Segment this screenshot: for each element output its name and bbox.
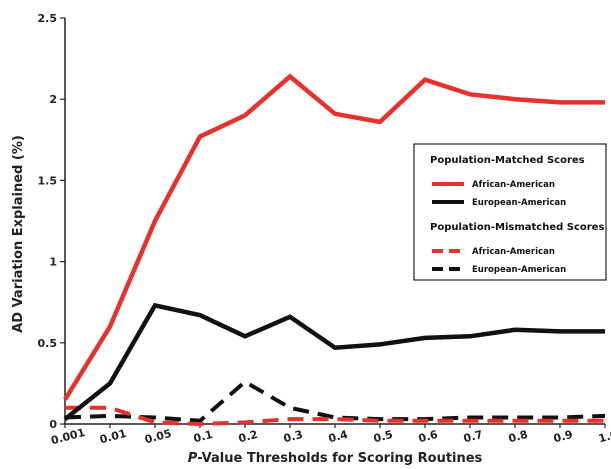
x-tick-label: 0.5: [372, 428, 394, 446]
x-tick-label: 0.05: [143, 427, 173, 447]
legend-item-label: European-American: [472, 265, 566, 275]
x-tick-label: 0.3: [282, 428, 304, 446]
x-tick-label: 0.6: [417, 428, 440, 446]
legend-item-label: African-American: [472, 247, 555, 257]
y-axis-title: AD Variation Explained (%): [11, 135, 26, 333]
x-axis-title-italic: P: [188, 451, 198, 466]
legend-box: [413, 143, 607, 281]
y-tick-label: 2.5: [38, 12, 58, 25]
legend-item-label: European-American: [472, 198, 566, 208]
x-tick-label: 0.4: [327, 428, 350, 446]
y-tick-label: 0: [49, 418, 57, 431]
x-tick-label: 0.01: [98, 427, 128, 447]
legend: Population-Matched Scores Population-Mis…: [413, 143, 607, 281]
series-line-4: [64, 379, 606, 423]
series-layer: [63, 73, 606, 427]
x-tick-label: 1.0: [597, 428, 611, 446]
y-tick-label: 1.5: [38, 174, 58, 187]
y-tick-label: 2: [49, 93, 57, 106]
y-tick-label: 0.5: [38, 337, 58, 350]
x-tick-label: 0.1: [192, 428, 214, 446]
x-axis-title-rest: -Value Thresholds for Scoring Routines: [197, 451, 482, 466]
series-line-3: [65, 405, 605, 427]
x-axis-title: P-Value Thresholds for Scoring Routines: [188, 451, 483, 466]
x-tick-label: 0.8: [507, 428, 529, 446]
legend-group1-title: Population-Matched Scores: [430, 155, 585, 166]
legend-group2-title: Population-Mismatched Scores: [430, 222, 604, 233]
series-line-2: [63, 302, 605, 421]
y-tick-label: 1: [49, 256, 57, 269]
series-line-1: [63, 73, 605, 401]
x-tick-label: 0.2: [237, 428, 259, 446]
x-tick-label: 0.7: [462, 428, 484, 446]
x-tick-label: 0.9: [552, 428, 574, 446]
legend-item-label: African-American: [472, 180, 555, 190]
